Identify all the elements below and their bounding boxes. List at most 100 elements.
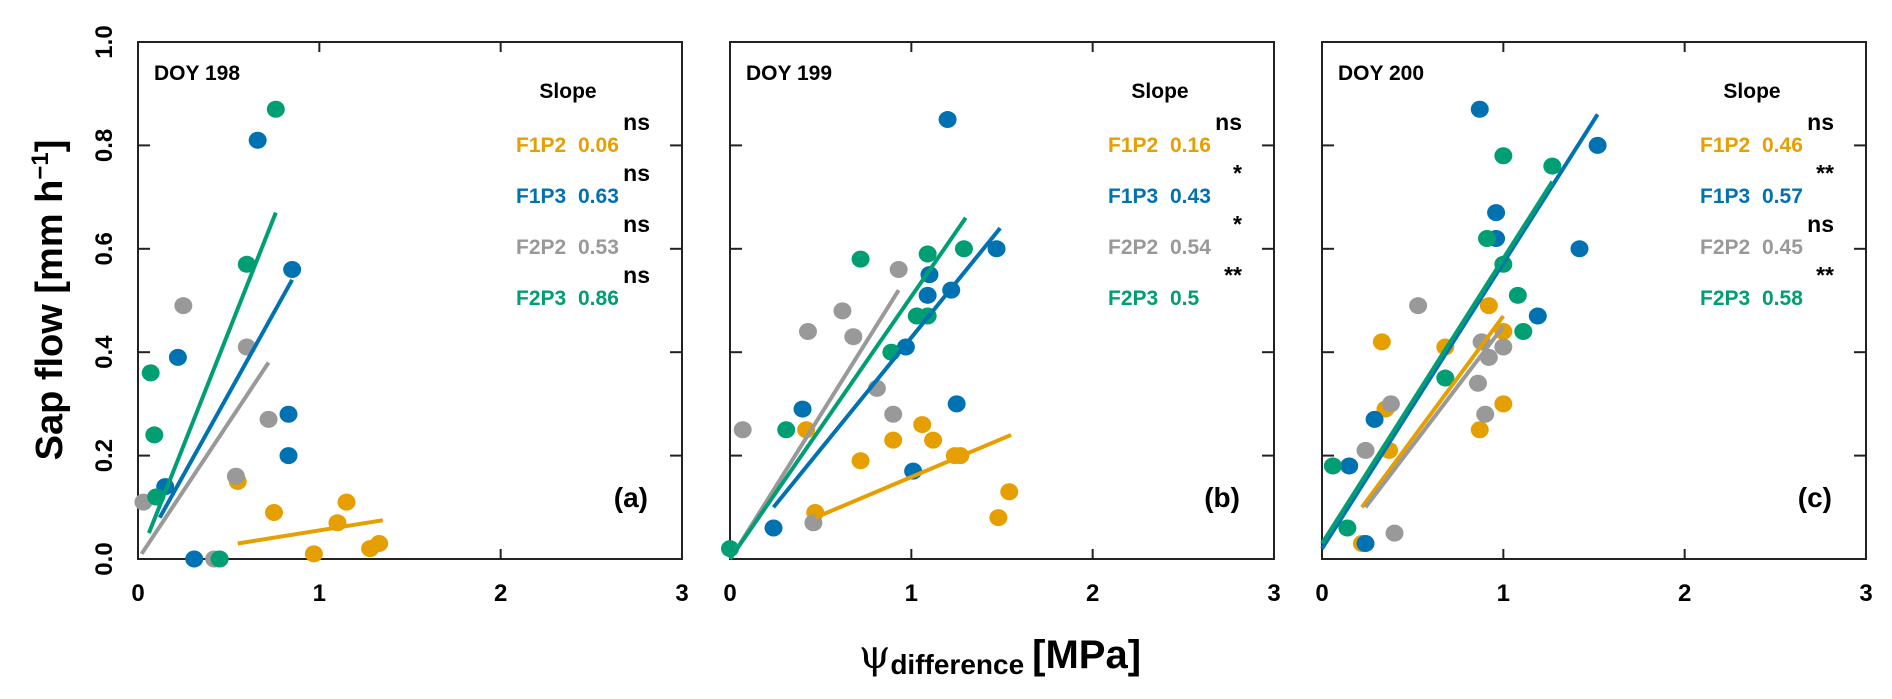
fit-line-f2p3 bbox=[728, 216, 968, 561]
legend-series-name: F1P3 bbox=[1700, 185, 1750, 208]
legend-significance: ** bbox=[1816, 160, 1834, 186]
data-point bbox=[918, 286, 937, 304]
data-point bbox=[1508, 286, 1527, 304]
legend-significance: * bbox=[1233, 160, 1242, 186]
legend-significance: ** bbox=[1816, 262, 1834, 288]
data-point bbox=[1487, 204, 1506, 222]
data-point bbox=[1372, 333, 1391, 351]
data-point bbox=[1385, 524, 1404, 542]
panel-title: DOY 199 bbox=[746, 62, 832, 85]
data-point bbox=[210, 550, 229, 568]
data-point bbox=[1468, 374, 1487, 392]
fit-line-f2p3 bbox=[1320, 180, 1554, 545]
data-point bbox=[1476, 405, 1495, 423]
fit-line-f1p3 bbox=[158, 278, 294, 519]
data-point bbox=[851, 452, 870, 470]
panel-title: DOY 200 bbox=[1338, 62, 1424, 85]
series-f2p3 bbox=[721, 240, 973, 558]
data-point bbox=[889, 260, 908, 278]
y-tick-labels: 0.0 0.2 0.4 0.6 0.8 1.0 bbox=[91, 25, 118, 575]
series-f1p3 bbox=[1340, 100, 1607, 552]
data-point bbox=[279, 447, 298, 465]
data-point bbox=[248, 131, 267, 149]
legend-header: Slope bbox=[1723, 80, 1780, 103]
data-point bbox=[1479, 297, 1498, 315]
data-point bbox=[1588, 136, 1607, 154]
data-point bbox=[1000, 483, 1019, 501]
data-point bbox=[833, 302, 852, 320]
data-point bbox=[1543, 157, 1562, 175]
x-tick-label: 1 bbox=[313, 580, 326, 607]
y-tick-label: 0.6 bbox=[91, 232, 118, 265]
series-f1p3 bbox=[156, 131, 302, 568]
data-point bbox=[266, 100, 285, 118]
legend-slope-value: 0.45 bbox=[1762, 236, 1803, 259]
data-point bbox=[185, 550, 204, 568]
data-point bbox=[141, 364, 160, 382]
x-axis-title-symbol: ψ bbox=[859, 632, 890, 678]
data-point bbox=[168, 348, 187, 366]
legend-significance: ns bbox=[623, 262, 650, 288]
data-point bbox=[1381, 395, 1400, 413]
fit-line-f1p2 bbox=[814, 433, 1012, 520]
x-axis-title-sub: difference bbox=[890, 649, 1024, 680]
x-tick-label: 1 bbox=[1497, 580, 1510, 607]
x-tick-label: 0 bbox=[723, 580, 736, 607]
data-point bbox=[1514, 323, 1533, 341]
data-point bbox=[777, 421, 796, 439]
legend-slope-value: 0.46 bbox=[1762, 134, 1803, 157]
data-point bbox=[1470, 421, 1489, 439]
legend-slope-value: 0.58 bbox=[1762, 287, 1803, 310]
data-point bbox=[259, 410, 278, 428]
data-point bbox=[1338, 519, 1357, 537]
legend-header: Slope bbox=[1131, 80, 1188, 103]
legend-slope-value: 0.54 bbox=[1170, 236, 1211, 259]
data-point bbox=[1409, 297, 1428, 315]
data-point bbox=[1494, 395, 1513, 413]
legend-series-name: F2P3 bbox=[1108, 287, 1158, 310]
data-point bbox=[145, 426, 164, 444]
series-f2p3 bbox=[141, 100, 285, 568]
data-point bbox=[1470, 100, 1489, 118]
fit-line-f2p3 bbox=[147, 211, 278, 534]
y-tick-label: 0.4 bbox=[91, 335, 118, 369]
data-point bbox=[304, 545, 323, 563]
y-axis-title-sup: −1 bbox=[27, 152, 54, 179]
legend-series-name: F1P3 bbox=[516, 185, 566, 208]
legend-series-name: F2P3 bbox=[1700, 287, 1750, 310]
fit-line-f1p3 bbox=[1320, 113, 1600, 550]
legend-series-name: F1P2 bbox=[1700, 134, 1750, 157]
legend-header: Slope bbox=[539, 80, 596, 103]
x-tick-label: 0 bbox=[131, 580, 144, 607]
x-tick-label: 2 bbox=[1086, 580, 1099, 607]
x-tick-label: 2 bbox=[494, 580, 507, 607]
fit-line-f1p3 bbox=[771, 226, 1002, 509]
data-point bbox=[954, 240, 973, 258]
panel-letter: (a) bbox=[614, 482, 648, 513]
data-point bbox=[1528, 307, 1547, 325]
legend-series-name: F1P3 bbox=[1108, 185, 1158, 208]
panel-letter: (c) bbox=[1798, 482, 1832, 513]
x-tick-label: 3 bbox=[1267, 580, 1280, 607]
data-point bbox=[1494, 147, 1513, 165]
panel-frame bbox=[729, 41, 1275, 560]
legend-significance: ns bbox=[623, 211, 650, 237]
fit-line-f2p2 bbox=[1363, 325, 1505, 509]
data-point bbox=[1365, 410, 1384, 428]
data-point bbox=[798, 323, 817, 341]
data-point bbox=[370, 534, 389, 552]
x-axis-title-unit: [MPa] bbox=[1032, 633, 1141, 677]
y-tick-label: 1.0 bbox=[91, 25, 118, 58]
data-point bbox=[1356, 441, 1375, 459]
x-axis-title: ψdifference [MPa] bbox=[859, 632, 1141, 680]
legend-series-name: F1P2 bbox=[1108, 134, 1158, 157]
legend-slope-value: 0.43 bbox=[1170, 185, 1211, 208]
legend-slope-value: 0.63 bbox=[578, 185, 619, 208]
data-point bbox=[265, 503, 283, 521]
data-point bbox=[987, 240, 1006, 258]
